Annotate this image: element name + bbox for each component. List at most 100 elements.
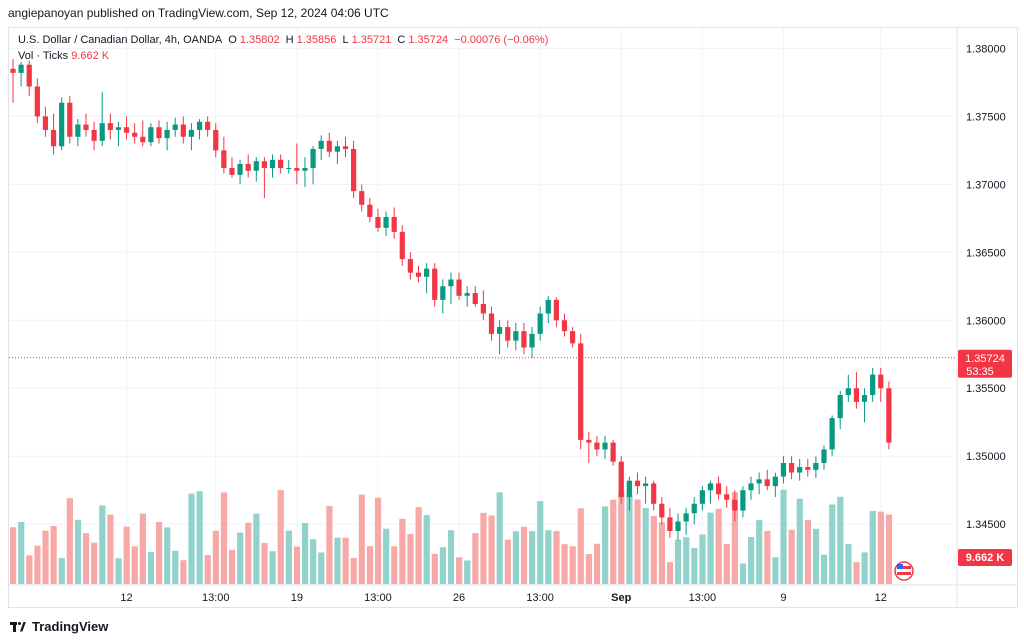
- volume-bar: [545, 530, 552, 584]
- candle-body: [748, 483, 754, 491]
- volume-bar: [650, 515, 657, 584]
- volume-bar: [602, 506, 609, 584]
- volume-bar: [310, 539, 317, 584]
- volume-bar: [26, 555, 33, 584]
- candle-body: [34, 86, 40, 117]
- volume-bar: [610, 499, 617, 584]
- volume-bar: [358, 494, 365, 584]
- candle-body: [642, 483, 649, 487]
- candle-body: [99, 123, 105, 141]
- candle-body: [797, 467, 803, 473]
- candle-body: [578, 343, 584, 440]
- volume-bar: [245, 522, 252, 584]
- candle-body: [351, 148, 357, 192]
- volume-bar: [147, 552, 155, 584]
- volume-bar: [472, 533, 479, 584]
- volume-bar: [334, 537, 341, 584]
- volume-bar: [885, 514, 893, 584]
- x-tick-label: 13:00: [526, 592, 554, 604]
- candle-body: [383, 216, 389, 228]
- volume-bar: [99, 505, 106, 584]
- candle-body: [407, 259, 413, 273]
- volume-bar: [228, 549, 236, 584]
- volume-bar: [261, 542, 268, 584]
- volume-bar: [829, 504, 836, 584]
- open-label: O: [228, 34, 237, 46]
- volume-bar: [675, 539, 682, 584]
- volume-bar: [577, 508, 584, 584]
- volume-bar: [520, 526, 528, 584]
- y-tick-label: 1.36000: [966, 315, 1006, 327]
- candle-body: [140, 136, 146, 143]
- volume-bar: [504, 539, 511, 584]
- volume-bar: [18, 521, 25, 584]
- flag-canton: [897, 564, 903, 569]
- volume-bar: [301, 522, 309, 584]
- high-value: 1.35856: [296, 34, 337, 46]
- candle-body: [594, 442, 600, 450]
- volume-bar: [439, 547, 447, 584]
- candle-body: [813, 463, 819, 470]
- candle-body: [513, 331, 519, 341]
- volume-bar: [837, 496, 844, 584]
- candle-body: [342, 146, 349, 149]
- candle-body: [772, 476, 778, 487]
- volume-bar: [350, 558, 357, 584]
- last-price-value: 1.35724: [965, 353, 1005, 365]
- candle-body: [861, 395, 868, 402]
- high-label: H: [285, 34, 294, 46]
- candle-body: [545, 299, 551, 314]
- y-tick-label: 1.38000: [966, 43, 1006, 55]
- candle-body: [521, 331, 527, 348]
- x-tick-label: 12: [875, 592, 887, 604]
- volume-bar: [537, 501, 544, 584]
- volume-bar: [480, 512, 487, 584]
- candle-body: [318, 140, 324, 149]
- candle-body: [278, 159, 284, 169]
- volume-bar: [447, 530, 455, 584]
- volume-bar: [180, 560, 187, 584]
- volume-bar: [464, 560, 471, 584]
- volume-bar: [488, 515, 495, 584]
- volume-label: Vol · Ticks: [18, 50, 69, 62]
- candle-body: [18, 64, 24, 73]
- candle-body: [148, 127, 154, 143]
- candle-body: [472, 293, 478, 304]
- candle-body: [691, 503, 697, 514]
- tradingview-footer[interactable]: TradingView: [10, 619, 108, 634]
- candle-body: [626, 480, 632, 497]
- volume-bar: [58, 558, 65, 584]
- candle-body: [488, 313, 495, 334]
- volume-bar: [569, 546, 576, 584]
- candle-body: [529, 333, 535, 348]
- volume-bar: [585, 554, 593, 584]
- candle-body: [75, 124, 81, 137]
- candle-body: [464, 293, 470, 296]
- candle-body: [618, 461, 624, 497]
- symbol-legend: U.S. Dollar / Canadian Dollar, 4h, OANDA…: [18, 34, 551, 46]
- candle-body: [399, 231, 405, 260]
- candle-body: [780, 463, 787, 477]
- volume-bar: [285, 530, 292, 584]
- volume-bar: [739, 563, 747, 584]
- candle-body: [334, 146, 340, 152]
- y-tick-label: 1.34500: [966, 519, 1006, 531]
- volume-bar: [293, 546, 301, 584]
- candle-body: [432, 268, 438, 300]
- volume-bar: [845, 544, 852, 584]
- x-tick-label: 26: [453, 592, 465, 604]
- y-tick-label: 1.37500: [966, 111, 1006, 123]
- volume-bar: [123, 526, 130, 584]
- candle-body: [699, 490, 705, 504]
- price-axis: 1.38000 1.37500 1.37000 1.36500 1.36000 1.355…: [966, 43, 1006, 531]
- volume-bar: [812, 528, 820, 584]
- volume-bar: [731, 492, 738, 584]
- candle-body: [415, 272, 422, 277]
- volume-bar: [877, 511, 884, 584]
- low-label: L: [342, 34, 349, 46]
- x-tick-label: Sep: [611, 592, 631, 604]
- volume-bar: [277, 490, 284, 584]
- candle-body: [456, 279, 462, 296]
- volume-bar: [374, 497, 382, 584]
